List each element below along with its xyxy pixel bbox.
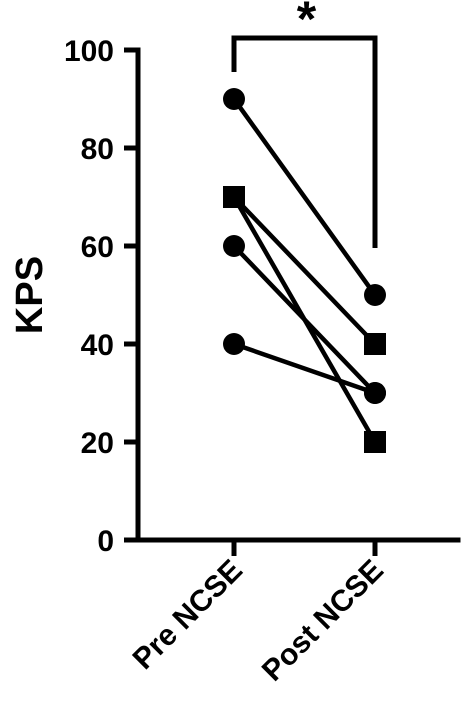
circle-marker — [223, 333, 245, 355]
x-ticks: Pre NCSE Post NCSE — [127, 540, 390, 688]
square-marker — [364, 333, 386, 355]
square-marker — [223, 186, 245, 208]
paired-line — [232, 195, 377, 346]
y-axis-title: KPS — [9, 256, 51, 334]
y-ticks: 0 20 40 60 80 100 — [64, 35, 138, 558]
y-tick-label: 0 — [97, 525, 114, 558]
paired-line — [233, 341, 376, 396]
y-tick-label: 20 — [81, 427, 114, 460]
y-tick-label: 100 — [64, 35, 114, 68]
pair-lines — [232, 97, 377, 444]
square-marker — [364, 431, 386, 453]
significance-bracket-group: * — [231, 0, 378, 248]
circle-marker — [223, 88, 245, 110]
data-points — [223, 88, 386, 453]
paired-line — [232, 195, 377, 444]
significance-bracket — [231, 35, 378, 248]
paired-line — [232, 97, 377, 297]
x-category-label: Pre NCSE — [127, 554, 249, 676]
circle-marker — [364, 284, 386, 306]
y-tick-label: 60 — [81, 231, 114, 264]
x-category-label: Post NCSE — [256, 554, 390, 688]
circle-marker — [364, 382, 386, 404]
y-tick-label: 40 — [81, 329, 114, 362]
circle-marker — [223, 235, 245, 257]
y-tick-label: 80 — [81, 133, 114, 166]
significance-star: * — [297, 0, 317, 47]
